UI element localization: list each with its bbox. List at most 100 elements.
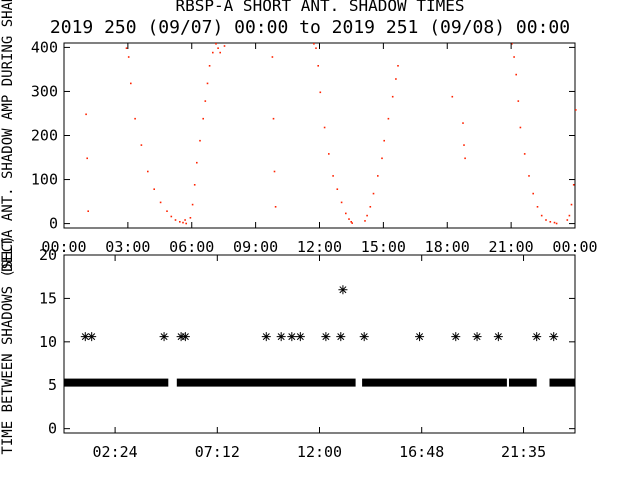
top-y-tick-label: 0 bbox=[49, 215, 58, 233]
bottom-data-point bbox=[451, 332, 461, 342]
top-data-point bbox=[536, 206, 539, 208]
top-data-point bbox=[369, 206, 372, 208]
top-data-point bbox=[366, 214, 368, 217]
top-data-point bbox=[383, 139, 385, 142]
top-data-point bbox=[451, 95, 454, 98]
bottom-y-tick-label: 5 bbox=[48, 376, 57, 394]
top-data-point bbox=[191, 203, 194, 206]
top-data-point bbox=[184, 219, 186, 221]
figure-subtitle: 2019 250 (09/07) 00:00 to 2019 251 (09/0… bbox=[50, 17, 570, 38]
top-data-point bbox=[515, 73, 517, 76]
bottom-data-point bbox=[532, 332, 542, 342]
figure-title: RBSP-A SHORT ANT. SHADOW TIMES bbox=[176, 0, 465, 15]
top-data-points bbox=[85, 43, 577, 225]
bottom-panel: 02:24 07:12 12:00 16:48 21:35 0 5 10 15 20 TIME … bbox=[0, 235, 576, 461]
top-x-tick-label: 15:00 bbox=[361, 238, 406, 256]
top-data-point bbox=[519, 126, 522, 129]
top-data-point bbox=[182, 221, 184, 224]
top-data-point bbox=[345, 212, 347, 215]
top-data-point bbox=[517, 100, 520, 102]
bottom-data-point bbox=[338, 285, 348, 295]
top-data-point bbox=[212, 51, 214, 54]
top-data-point bbox=[127, 56, 130, 58]
top-data-point bbox=[189, 217, 192, 219]
bottom-data-point bbox=[336, 332, 346, 342]
top-data-point bbox=[196, 161, 198, 164]
bottom-data-point bbox=[87, 332, 97, 342]
top-data-point bbox=[332, 175, 334, 177]
top-data-point bbox=[153, 188, 155, 190]
top-data-point bbox=[570, 203, 573, 206]
bottom-y-tick-label: 0 bbox=[48, 420, 57, 438]
bottom-y-tick-label: 20 bbox=[39, 246, 57, 264]
top-x-tick-label: 00:00 bbox=[552, 238, 597, 256]
top-data-point bbox=[350, 221, 352, 223]
bottom-x-tick-label: 16:48 bbox=[399, 443, 444, 461]
bottom-x-tick-label: 02:24 bbox=[93, 443, 138, 461]
bottom-data-point bbox=[493, 332, 503, 342]
top-x-tick-label: 00:00 bbox=[41, 238, 86, 256]
top-data-point bbox=[377, 175, 379, 177]
top-data-point bbox=[319, 91, 322, 94]
top-data-point bbox=[391, 95, 394, 98]
bottom-band-segment bbox=[176, 378, 356, 387]
top-data-point bbox=[395, 78, 397, 80]
top-data-point bbox=[170, 215, 173, 218]
top-data-point bbox=[511, 43, 513, 45]
top-x-tick-label: 12:00 bbox=[297, 238, 342, 256]
top-data-point bbox=[134, 117, 136, 120]
top-data-point bbox=[540, 214, 543, 217]
top-x-tick-label: 18:00 bbox=[425, 238, 470, 256]
bottom-data-point bbox=[321, 332, 331, 342]
top-data-point bbox=[364, 220, 366, 222]
top-y-tick-label: 400 bbox=[31, 38, 58, 56]
top-y-tick-label: 300 bbox=[31, 82, 58, 100]
top-x-tick-label: 06:00 bbox=[169, 238, 214, 256]
top-y-axis-label: DELTA ANT. SHADOW AMP DURING SHADOWS bbox=[0, 0, 16, 272]
bottom-data-point bbox=[472, 332, 482, 342]
bottom-x-axis: 02:24 07:12 12:00 16:48 21:35 bbox=[93, 255, 546, 461]
bottom-plot-frame bbox=[63, 254, 576, 434]
top-data-point bbox=[223, 45, 226, 47]
top-plot-frame bbox=[63, 42, 576, 229]
top-data-point bbox=[166, 210, 168, 212]
top-data-point bbox=[315, 47, 317, 49]
top-data-point bbox=[462, 122, 464, 124]
top-data-point bbox=[549, 221, 552, 223]
top-data-point bbox=[528, 175, 530, 177]
top-data-point bbox=[523, 153, 526, 155]
top-data-point bbox=[85, 113, 87, 116]
bottom-data-point bbox=[80, 332, 90, 342]
top-data-point bbox=[568, 214, 571, 217]
top-data-point bbox=[351, 222, 353, 224]
top-data-point bbox=[348, 218, 350, 220]
bottom-y-axis: 0 5 10 15 20 bbox=[39, 246, 575, 438]
bottom-data-point bbox=[159, 332, 169, 342]
top-data-point bbox=[130, 82, 132, 85]
top-data-point bbox=[199, 139, 201, 142]
bottom-x-tick-label: 12:00 bbox=[297, 443, 342, 461]
top-data-point bbox=[204, 100, 207, 102]
bottom-y-axis-label: TIME BETWEEN SHADOWS (SEC) bbox=[0, 235, 16, 454]
top-data-point bbox=[566, 219, 569, 221]
top-data-point bbox=[206, 82, 209, 85]
bottom-band-segment bbox=[64, 378, 169, 387]
bottom-data-point bbox=[295, 332, 305, 342]
top-data-point bbox=[140, 144, 143, 146]
top-x-tick-label: 21:00 bbox=[489, 238, 534, 256]
top-data-point bbox=[273, 170, 276, 173]
bottom-x-tick-label: 07:12 bbox=[195, 443, 240, 461]
top-data-point bbox=[328, 153, 330, 155]
top-data-point bbox=[274, 206, 277, 208]
top-data-point bbox=[174, 219, 177, 221]
top-data-point bbox=[572, 184, 575, 186]
top-data-point bbox=[125, 47, 128, 49]
top-data-point bbox=[336, 188, 339, 190]
top-data-point bbox=[381, 157, 383, 160]
top-data-point bbox=[202, 117, 204, 120]
top-data-point bbox=[193, 184, 196, 186]
bottom-data-point bbox=[287, 332, 297, 342]
top-data-point bbox=[372, 192, 375, 195]
bottom-data-point bbox=[261, 332, 271, 342]
